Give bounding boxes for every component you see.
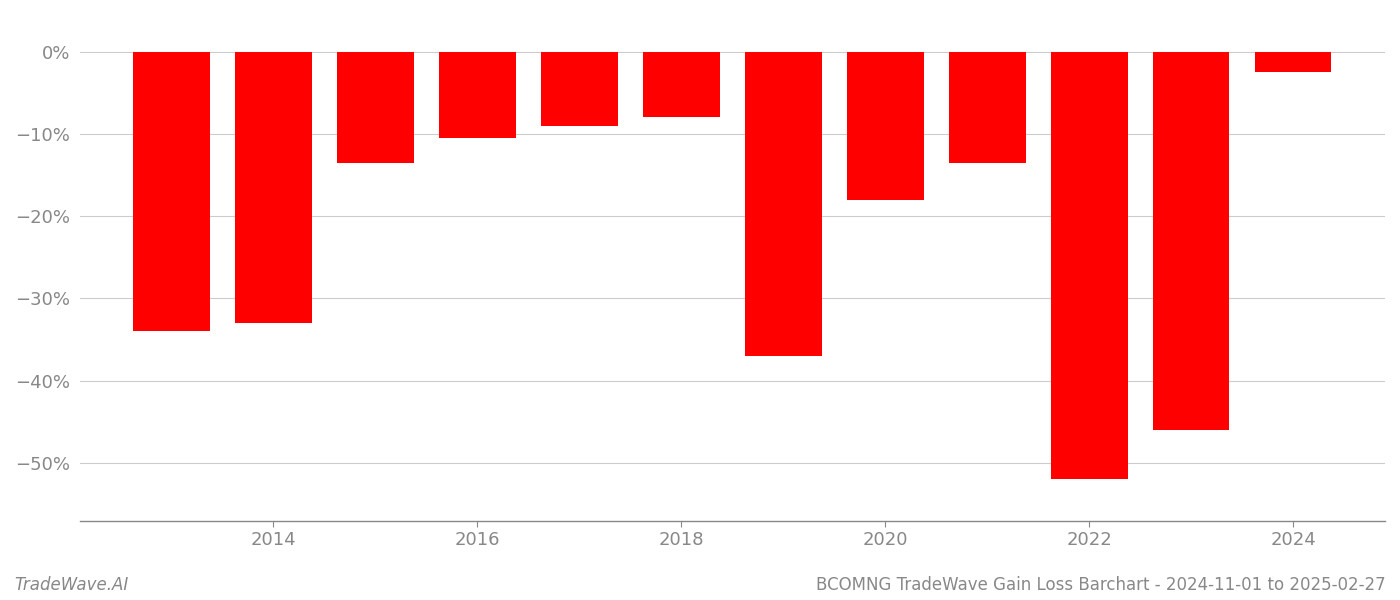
Bar — [745, 52, 822, 356]
Bar — [337, 52, 413, 163]
Bar — [643, 52, 720, 118]
Bar — [1254, 52, 1331, 72]
Text: TradeWave.AI: TradeWave.AI — [14, 576, 129, 594]
Bar — [1154, 52, 1229, 430]
Bar — [235, 52, 312, 323]
Bar — [1051, 52, 1127, 479]
Bar — [949, 52, 1026, 163]
Bar — [440, 52, 515, 138]
Text: BCOMNG TradeWave Gain Loss Barchart - 2024-11-01 to 2025-02-27: BCOMNG TradeWave Gain Loss Barchart - 20… — [816, 576, 1386, 594]
Bar — [847, 52, 924, 200]
Bar — [133, 52, 210, 331]
Bar — [542, 52, 617, 126]
